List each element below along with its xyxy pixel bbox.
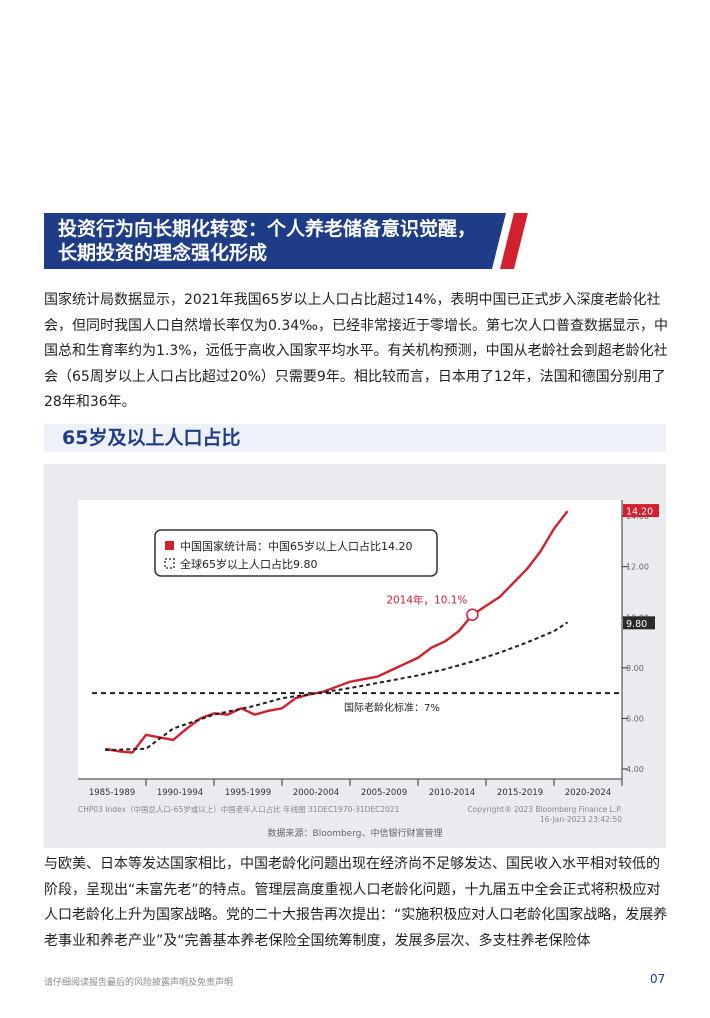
disclaimer-note: 请仔细阅读报告最后的风险披露声明及免责声明 — [44, 978, 234, 988]
x-tick-label: 2015-2019 — [497, 788, 543, 798]
chart-footer-right: Copyright® 2023 Bloomberg Finance L.P. — [467, 805, 622, 814]
x-tick-label: 2010-2014 — [429, 788, 475, 798]
intro-paragraph: 国家统计局数据显示，2021年我国65岁以上人口占比超过14%，表明中国已正式步… — [44, 292, 668, 410]
legend-swatch-world — [164, 558, 175, 569]
x-tick-label: 2000-2004 — [293, 788, 339, 798]
china-end-label: 14.20 — [626, 507, 653, 518]
annotation-label: 2014年，10.1% — [386, 594, 467, 607]
second-paragraph: 与欧美、日本等发达国家相比，中国老龄化问题出现在经济尚不足够发达、国民收入水平相… — [44, 856, 668, 949]
legend-label-world: 全球65岁以上人口占比9.80 — [180, 557, 318, 571]
chart-source: 数据来源：Bloomberg、中信银行财富管理 — [268, 827, 443, 839]
china-end-badge — [623, 504, 659, 518]
y-tick-label: 12.00 — [626, 563, 649, 572]
china-series-line — [104, 510, 569, 754]
line-chart: 1985-1989 1990-1994 1995-1999 2000-2004 2005… — [78, 500, 659, 839]
x-tick-label: 2005-2009 — [361, 788, 407, 798]
x-tick-label: 2020-2024 — [565, 788, 611, 798]
x-tick-label: 1990-1994 — [157, 788, 203, 798]
legend-label-china: 中国国家统计局：中国65岁以上人口占比14.20 — [180, 539, 413, 553]
reference-label: 国际老龄化标准：7% — [344, 701, 440, 714]
section-heading: 投资行为向长期化转变：个人养老储备意识觉醒， 长期投资的理念强化形成 — [44, 213, 528, 269]
heading-background — [44, 213, 506, 269]
world-end-label: 9.80 — [626, 619, 647, 630]
legend-swatch-china — [165, 541, 174, 550]
y-tick-label: 8.00 — [626, 664, 644, 673]
heading-title: 投资行为向长期化转变：个人养老储备意识觉醒， 长期投资的理念强化形成 — [58, 217, 476, 265]
legend-box — [154, 529, 438, 577]
heading-line-1: 投资行为向长期化转变：个人养老储备意识觉醒， — [58, 218, 477, 240]
chart-footer-left: CHP03 Index（中国总人口-65岁或以上）中国老年人口占比 年线图 31… — [78, 804, 400, 814]
annotation-marker — [466, 608, 479, 621]
y-tick-label: 6.00 — [626, 714, 644, 723]
x-tick-label: 1985-1989 — [89, 788, 135, 798]
y-tick-label: 4.00 — [626, 765, 644, 774]
chart-panel: 1985-1989 1990-1994 1995-1999 2000-2004 2005… — [44, 464, 666, 848]
heading-line-2: 长期投资的理念强化形成 — [58, 242, 268, 264]
page-number: 07 — [650, 972, 666, 986]
chart-title-bar: 65岁及以上人口占比 — [44, 424, 666, 452]
world-end-badge — [623, 616, 655, 630]
x-tick-label: 1995-1999 — [225, 788, 271, 798]
chart-timestamp: 16-Jan-2023 23:42:50 — [540, 815, 622, 824]
chart-title: 65岁及以上人口占比 — [62, 427, 241, 449]
